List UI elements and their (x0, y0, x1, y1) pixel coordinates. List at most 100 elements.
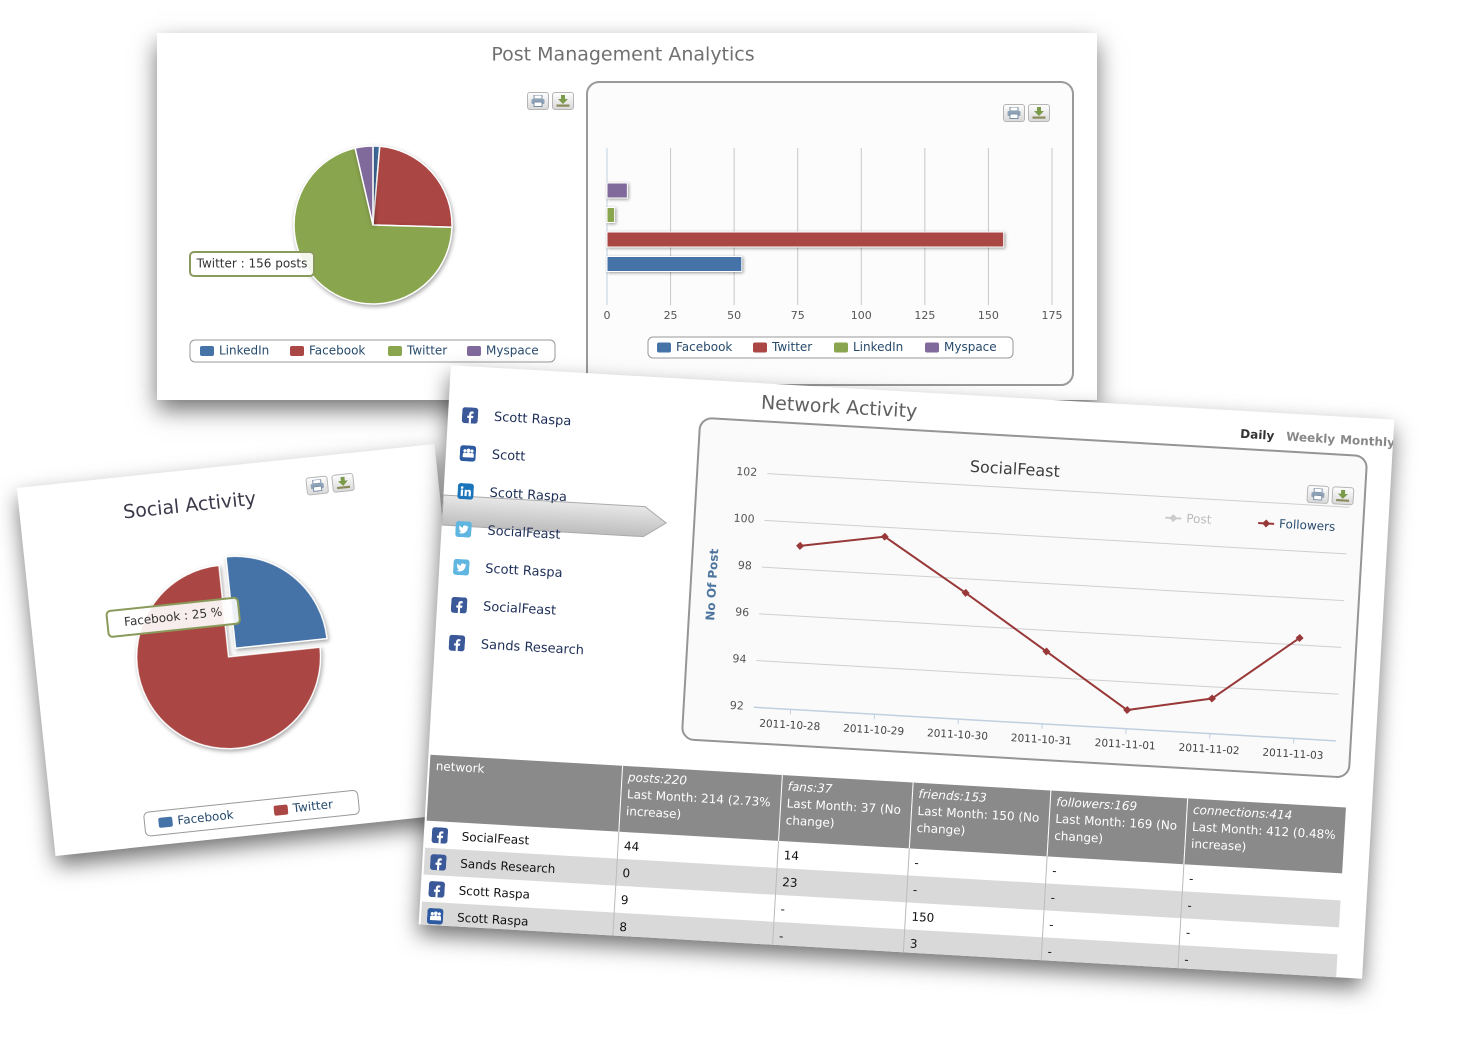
line-series (799, 535, 1301, 712)
legend-symbol (290, 346, 304, 356)
header-note: Last Month: 169 (No change) (1053, 811, 1178, 846)
grid-line (756, 660, 1339, 695)
tab[interactable]: Monthly (1339, 432, 1395, 450)
chart-frame (681, 417, 1368, 778)
header-cell: network (426, 754, 623, 832)
legend-box (143, 790, 360, 837)
social-panel: Social Activity Facebook Twitter Facebook :… (16, 444, 474, 856)
print-button[interactable] (1306, 484, 1330, 505)
x-tick-label: 2011-10-28 (759, 718, 821, 733)
panel-title: Post Management Analytics (491, 44, 754, 66)
x-tick-label: 0 (604, 309, 611, 322)
legend-label: Twitter (771, 340, 812, 354)
y-tick-label: 100 (733, 512, 755, 526)
legend-symbol (388, 346, 402, 356)
account-name: Scott Raspa (489, 485, 568, 505)
x-tick-label: 75 (791, 309, 805, 322)
legend-symbol (273, 804, 289, 816)
download-button[interactable] (1028, 104, 1050, 122)
print-button[interactable] (527, 92, 549, 110)
account-item-selected[interactable]: SocialFeast (455, 516, 561, 548)
x-tick-label: 2011-10-31 (1011, 732, 1073, 747)
network-panel: Scott Raspa Scott Scott Raspa SocialFeas… (418, 365, 1395, 979)
bar (606, 182, 628, 199)
post-panel: Post Management Analytics LinkedIn Facebo… (157, 33, 1097, 400)
bar (606, 231, 1005, 248)
grid-line (753, 706, 1336, 742)
line-marker (880, 532, 889, 541)
panel-title: Network Activity (760, 392, 917, 423)
line-marker (796, 541, 805, 550)
y-tick-label: 94 (732, 652, 747, 666)
header-cell: followers:169 Last Month: 169 (No change) (1046, 790, 1188, 865)
x-tick-label: 2011-11-01 (1094, 737, 1156, 752)
pie-slice (372, 145, 453, 229)
x-tick-label: 125 (914, 309, 935, 322)
cell: Scott Raspa (458, 883, 531, 902)
line-marker (1123, 706, 1132, 715)
tooltip: Twitter : 156 posts (196, 257, 308, 271)
header-note: Last Month: 37 (No change) (785, 796, 902, 831)
x-tick-label: 2011-10-30 (927, 727, 989, 742)
cell: SocialFeast (461, 829, 530, 848)
account-name: Scott Raspa (493, 409, 572, 429)
legend-symbol (158, 816, 173, 828)
header-cell: friends:153 Last Month: 150 (No change) (908, 782, 1051, 857)
y-tick-label: 102 (736, 465, 758, 479)
legend-label: Facebook (177, 808, 235, 828)
legend-symbol (1258, 521, 1275, 525)
line-marker (961, 588, 970, 597)
grid-line (759, 613, 1342, 648)
line-marker (1207, 694, 1216, 703)
legend-symbol (657, 342, 671, 353)
legend-box (647, 336, 1014, 359)
network-table: network posts:220 Last Month: 214 (2.73% … (420, 754, 1346, 979)
chart-title: SocialFeast (969, 457, 1060, 481)
account-item[interactable]: SocialFeast (450, 592, 557, 624)
account-item[interactable]: Scott Raspa (453, 554, 564, 586)
header-cell: fans:37 Last Month: 37 (No change) (778, 774, 913, 849)
line-marker (1042, 647, 1051, 656)
y-tick-label: 96 (735, 605, 750, 619)
x-tick-label: 150 (978, 309, 999, 322)
header-title: network (435, 759, 485, 776)
x-tick-label: 175 (1042, 309, 1063, 322)
account-name: Sands Research (480, 636, 585, 658)
print-button[interactable] (305, 475, 330, 496)
y-tick-label: 98 (737, 559, 752, 573)
legend-box (189, 339, 556, 363)
account-name: SocialFeast (487, 523, 561, 543)
download-button[interactable] (1331, 486, 1355, 506)
account-item[interactable]: Scott (459, 440, 526, 470)
account-item[interactable]: Sands Research (448, 630, 585, 664)
line-marker (1295, 633, 1304, 642)
legend-label: Myspace (944, 340, 997, 354)
legend-label: Twitter (406, 344, 447, 358)
legend-label: Facebook (309, 344, 365, 358)
legend-label: Myspace (486, 344, 539, 358)
account-name: SocialFeast (482, 599, 557, 619)
download-button[interactable] (331, 472, 355, 493)
x-tick-label: 25 (664, 309, 678, 322)
grid-line (764, 519, 1347, 555)
header-cell: posts:220 Last Month: 214 (2.73% increase… (618, 765, 782, 841)
legend-symbol (834, 342, 848, 353)
header-note: Last Month: 412 (0.48% increase) (1190, 819, 1337, 854)
account-name: Scott (491, 447, 526, 465)
y-axis-label: No Of Post (703, 548, 721, 621)
x-tick-label: 2011-11-03 (1262, 747, 1324, 762)
grid-line (761, 566, 1344, 602)
download-button[interactable] (552, 92, 574, 110)
tab[interactable]: Weekly (1285, 429, 1336, 447)
legend-symbol (467, 346, 481, 356)
print-button[interactable] (1003, 104, 1025, 122)
header-note: Last Month: 150 (No change) (916, 803, 1040, 838)
legend-symbol (1165, 516, 1182, 520)
axis-line (753, 706, 1336, 742)
tab[interactable]: Daily (1239, 426, 1275, 443)
account-item[interactable]: Scott Raspa (461, 402, 572, 434)
account-name: Scott Raspa (484, 561, 563, 581)
tooltip-box (189, 251, 315, 277)
legend-symbol (1262, 519, 1271, 528)
